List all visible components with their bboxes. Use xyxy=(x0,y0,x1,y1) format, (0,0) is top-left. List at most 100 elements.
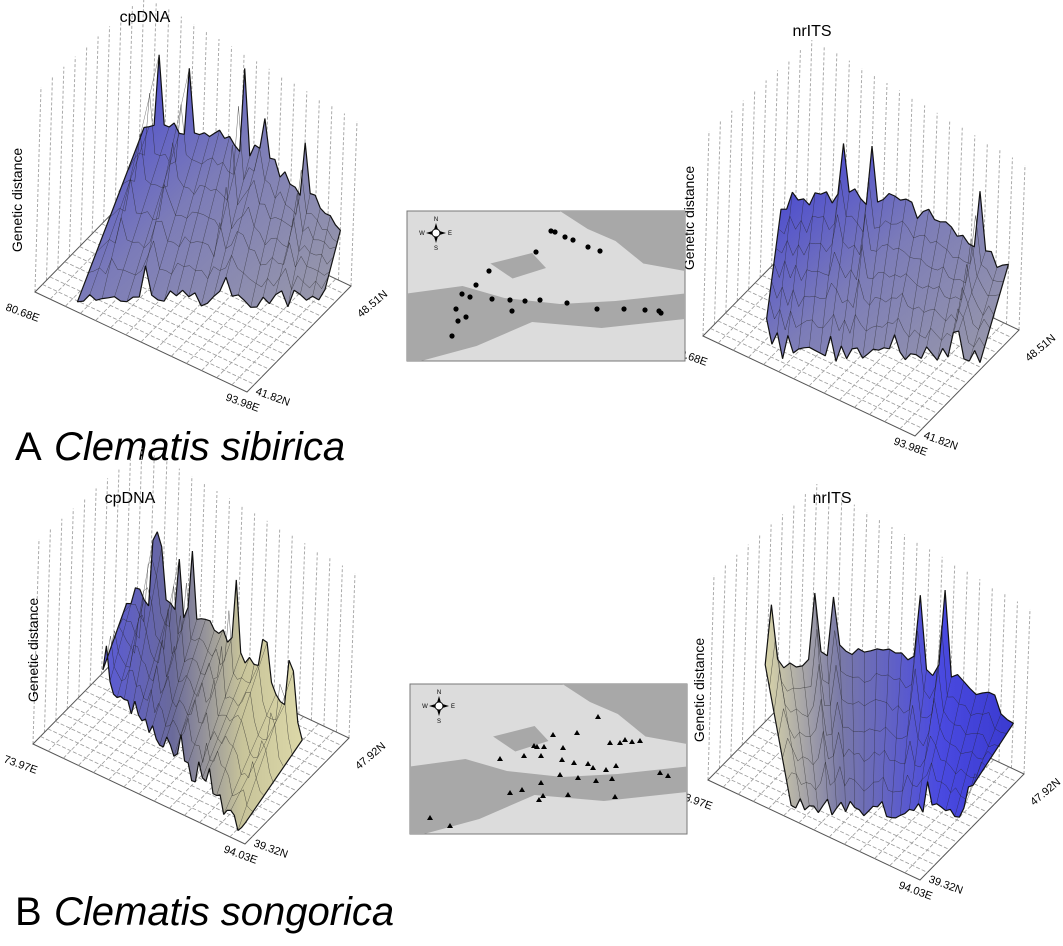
surface-mesh xyxy=(909,669,927,810)
surface-mesh xyxy=(873,195,895,350)
site-marker xyxy=(562,234,568,240)
surface-mesh xyxy=(216,642,268,796)
surface-mesh xyxy=(159,619,198,746)
wall-line xyxy=(114,16,122,211)
corner-label: 47.92N xyxy=(353,740,388,772)
axis-label: Genetic distance xyxy=(9,148,25,252)
site-marker xyxy=(538,780,544,785)
wall-line xyxy=(1005,157,1013,325)
species-name: Clematis songorica xyxy=(54,890,394,934)
site-marker xyxy=(564,300,570,306)
site-marker xyxy=(637,738,643,743)
surface-mesh xyxy=(883,199,907,348)
wall-line xyxy=(718,564,726,769)
surface-mesh xyxy=(102,603,127,670)
site-marker xyxy=(453,306,459,312)
wall-line xyxy=(101,478,109,675)
compass-label: S xyxy=(437,719,441,725)
surface-mesh xyxy=(152,607,189,726)
wall-line xyxy=(725,110,733,313)
surface-mesh xyxy=(89,126,150,295)
surface-mesh xyxy=(819,194,839,354)
site-marker xyxy=(486,268,492,274)
surface-mesh xyxy=(299,208,321,295)
site-marker xyxy=(540,793,546,798)
surface-mesh xyxy=(262,184,291,298)
surface-mesh xyxy=(87,240,328,291)
site-marker xyxy=(473,282,479,288)
surface-mesh xyxy=(839,644,846,812)
surface-mesh xyxy=(936,681,965,804)
surface-mesh xyxy=(109,587,136,682)
surface-mesh xyxy=(126,133,180,302)
compass-label: E xyxy=(448,231,452,237)
surface-mesh xyxy=(947,246,975,358)
surface-mesh xyxy=(900,656,915,816)
site-marker xyxy=(665,773,671,778)
surface-mesh xyxy=(830,192,850,337)
wall-line xyxy=(993,150,1001,319)
site-marker xyxy=(629,739,635,744)
surface-mesh xyxy=(787,198,804,336)
surface-mesh xyxy=(809,191,827,348)
site-marker xyxy=(559,757,565,762)
wall-line xyxy=(771,70,779,267)
site-marker xyxy=(536,797,542,802)
surface-mesh xyxy=(166,619,206,738)
site-marker xyxy=(467,294,473,300)
map-land xyxy=(410,759,687,834)
site-marker xyxy=(585,244,591,250)
wall-line xyxy=(753,534,761,734)
site-marker xyxy=(621,306,627,312)
wall-line xyxy=(805,39,813,232)
surface-mesh xyxy=(237,671,294,831)
wall-line xyxy=(112,468,120,663)
surface xyxy=(76,54,341,308)
plot-title: cpDNA xyxy=(120,9,171,26)
surface-mesh xyxy=(937,235,964,361)
surface-mesh xyxy=(776,214,999,297)
surface-mesh xyxy=(114,126,170,297)
wall-line xyxy=(55,518,63,721)
wall-line xyxy=(43,528,51,733)
surface-mesh xyxy=(918,664,940,804)
site-marker xyxy=(497,756,503,761)
wall-line xyxy=(930,112,938,289)
corner-label: 80.68E xyxy=(4,302,41,325)
floor xyxy=(702,229,1020,437)
site-marker xyxy=(538,753,544,758)
wall-line xyxy=(80,46,88,246)
wall-line xyxy=(45,76,53,281)
floor-grid xyxy=(715,772,928,873)
site-marker xyxy=(427,815,433,820)
panel-letter: A xyxy=(15,425,42,469)
site-marker xyxy=(607,740,613,745)
site-marker xyxy=(612,794,618,799)
site-marker xyxy=(447,823,453,828)
surface-mesh xyxy=(324,230,341,290)
wall-line xyxy=(125,6,133,199)
site-marker xyxy=(463,314,469,320)
surface-mesh xyxy=(287,193,311,307)
surface-mesh xyxy=(789,662,810,806)
wall-line xyxy=(960,571,968,745)
surface-mesh xyxy=(915,221,941,355)
wall-line xyxy=(103,26,111,223)
site-marker xyxy=(565,792,571,797)
site-marker xyxy=(594,306,600,312)
site-marker xyxy=(593,778,599,783)
site-marker xyxy=(642,307,648,313)
wall-line xyxy=(973,579,981,751)
surface-mesh xyxy=(163,136,210,302)
axis-label: Genetic distance xyxy=(25,598,41,702)
surface-mesh xyxy=(972,723,1014,786)
surface-mesh xyxy=(180,629,224,735)
surface-mesh xyxy=(173,630,215,757)
wall-line xyxy=(287,83,295,257)
surface-mesh xyxy=(881,649,890,802)
wall-line xyxy=(822,489,830,680)
site-marker xyxy=(507,790,513,795)
surface-mesh xyxy=(250,176,281,308)
